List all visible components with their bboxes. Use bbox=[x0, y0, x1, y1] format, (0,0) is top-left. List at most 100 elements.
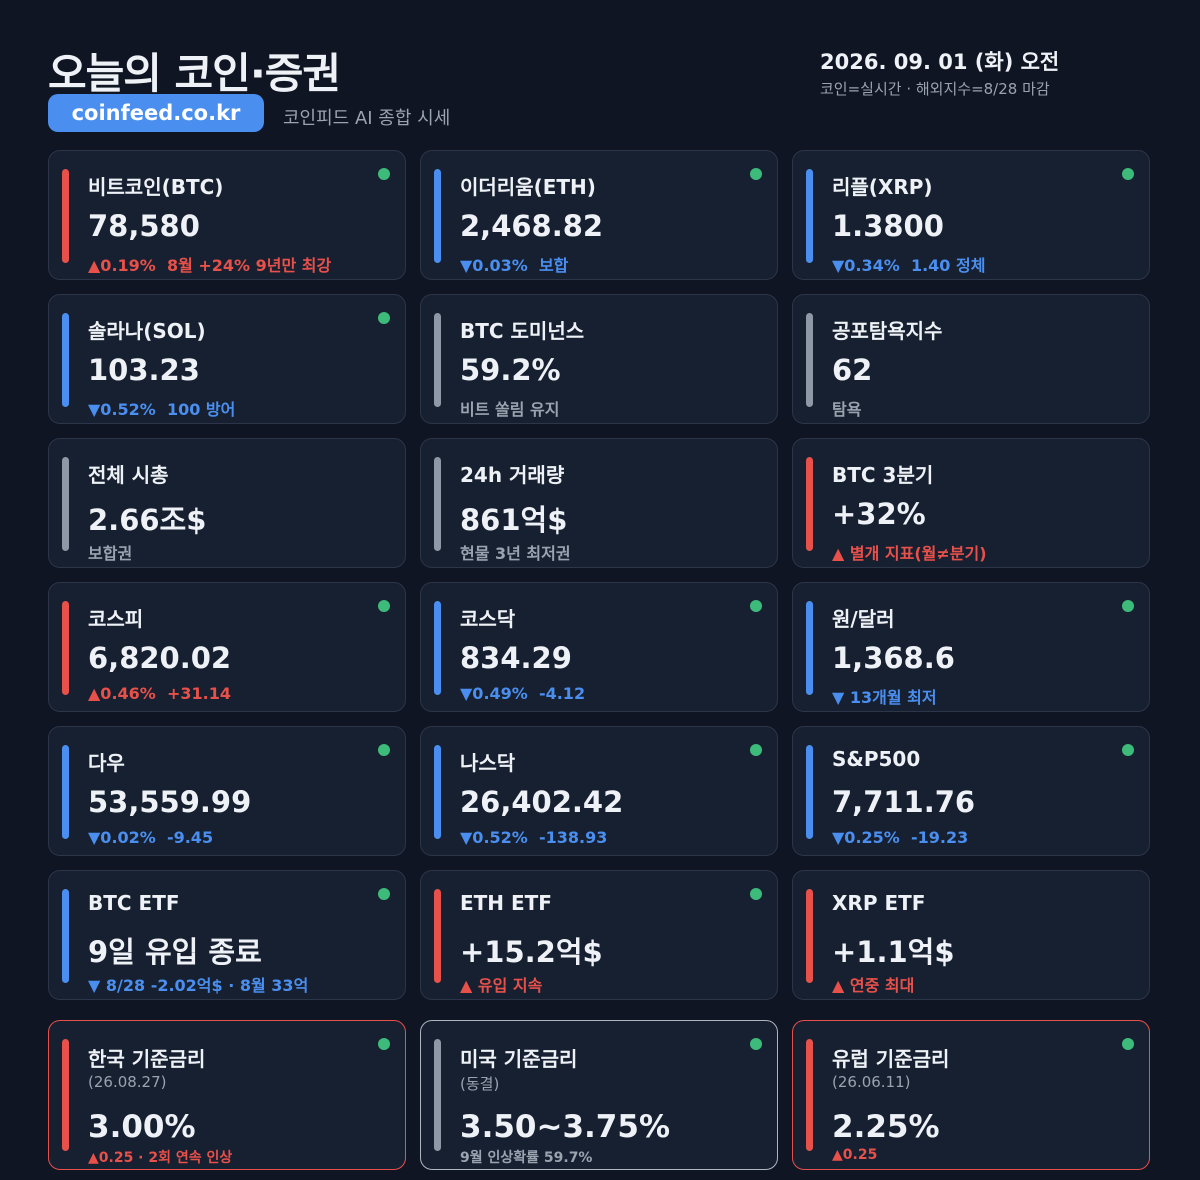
card-value: 2.66조$ bbox=[88, 503, 207, 537]
accent-bar bbox=[806, 169, 813, 263]
card-detail: 현물 3년 최저권 bbox=[460, 544, 571, 563]
live-dot bbox=[378, 312, 390, 324]
card-label: 솔라나(SOL) bbox=[88, 319, 206, 343]
market-card: 전체 시총 2.66조$ 보합권 bbox=[48, 438, 406, 568]
market-card: 미국 기준금리 (동결) 3.50~3.75% 9월 인상확률 59.7% bbox=[420, 1020, 778, 1170]
market-card: 솔라나(SOL) 103.23 ▼0.52% 100 방어 bbox=[48, 294, 406, 424]
card-detail: ▲0.25 · 2회 연속 인상 bbox=[88, 1150, 233, 1166]
card-label: 이더리움(ETH) bbox=[460, 175, 596, 199]
market-card: S&P500 7,711.76 ▼0.25% -19.23 bbox=[792, 726, 1150, 856]
card-detail: 보합권 bbox=[88, 544, 133, 563]
card-value: 62 bbox=[832, 353, 873, 387]
accent-bar bbox=[806, 457, 813, 551]
card-label: 코스닥 bbox=[460, 607, 516, 631]
card-label: 미국 기준금리 bbox=[460, 1047, 578, 1071]
card-label: 다우 bbox=[88, 751, 125, 775]
accent-bar bbox=[62, 169, 69, 263]
card-value: 6,820.02 bbox=[88, 641, 232, 675]
live-dot bbox=[750, 888, 762, 900]
market-card: 공포탐욕지수 62 탐욕 bbox=[792, 294, 1150, 424]
card-label: BTC 3분기 bbox=[832, 463, 934, 487]
accent-bar bbox=[434, 313, 441, 407]
accent-bar bbox=[434, 889, 441, 983]
live-dot bbox=[750, 1038, 762, 1050]
card-note: (동결) bbox=[460, 1075, 500, 1093]
card-value: 9일 유입 종료 bbox=[88, 935, 262, 969]
card-detail: ▼0.02% -9.45 bbox=[88, 828, 214, 847]
market-card: 나스닥 26,402.42 ▼0.52% -138.93 bbox=[420, 726, 778, 856]
card-value: +32% bbox=[832, 497, 926, 531]
market-card: 24h 거래량 861억$ 현물 3년 최저권 bbox=[420, 438, 778, 568]
market-card: 다우 53,559.99 ▼0.02% -9.45 bbox=[48, 726, 406, 856]
card-detail: ▼0.49% -4.12 bbox=[460, 684, 586, 703]
card-value: 3.50~3.75% bbox=[460, 1109, 671, 1145]
market-card: 이더리움(ETH) 2,468.82 ▼0.03% 보합 bbox=[420, 150, 778, 280]
card-detail: ▼0.52% 100 방어 bbox=[88, 400, 236, 419]
card-detail: ▲0.25 bbox=[832, 1147, 878, 1163]
accent-bar bbox=[806, 601, 813, 695]
market-card: ETH ETF +15.2억$ ▲ 유입 지속 bbox=[420, 870, 778, 1000]
accent-bar bbox=[806, 745, 813, 839]
card-value: +1.1억$ bbox=[832, 935, 955, 969]
live-dot bbox=[750, 744, 762, 756]
live-dot bbox=[1122, 600, 1134, 612]
market-card: BTC 3분기 +32% ▲ 별개 지표(월≠분기) bbox=[792, 438, 1150, 568]
title: 오늘의 코인·증권 bbox=[48, 49, 341, 98]
card-value: 2.25% bbox=[832, 1109, 940, 1145]
live-dot bbox=[1122, 168, 1134, 180]
accent-bar bbox=[806, 889, 813, 983]
card-value: 7,711.76 bbox=[832, 785, 976, 819]
card-value: 2,468.82 bbox=[460, 209, 604, 243]
card-label: 24h 거래량 bbox=[460, 463, 565, 487]
subtitle: 코인피드 AI 종합 시세 bbox=[283, 108, 451, 129]
site-badge[interactable]: coinfeed.co.kr bbox=[48, 94, 264, 132]
live-dot bbox=[378, 1038, 390, 1050]
card-detail: 비트 쏠림 유지 bbox=[460, 400, 560, 419]
card-value: 26,402.42 bbox=[460, 785, 624, 819]
card-label: BTC 도미넌스 bbox=[460, 319, 585, 343]
accent-bar bbox=[434, 745, 441, 839]
market-card: 한국 기준금리 (26.08.27) 3.00% ▲0.25 · 2회 연속 인상 bbox=[48, 1020, 406, 1170]
accent-bar bbox=[62, 1039, 69, 1151]
live-dot bbox=[378, 168, 390, 180]
card-value: 103.23 bbox=[88, 353, 200, 387]
market-card: 코스닥 834.29 ▼0.49% -4.12 bbox=[420, 582, 778, 712]
live-dot bbox=[378, 600, 390, 612]
accent-bar bbox=[434, 1039, 441, 1151]
card-label: 코스피 bbox=[88, 607, 144, 631]
card-label: S&P500 bbox=[832, 747, 921, 771]
live-dot bbox=[378, 888, 390, 900]
card-detail: 9월 인상확률 59.7% bbox=[460, 1150, 593, 1166]
market-card: 유럽 기준금리 (26.06.11) 2.25% ▲0.25 bbox=[792, 1020, 1150, 1170]
accent-bar bbox=[62, 745, 69, 839]
accent-bar bbox=[62, 601, 69, 695]
card-detail: ▲ 유입 지속 bbox=[460, 976, 543, 995]
card-detail: ▼0.25% -19.23 bbox=[832, 828, 969, 847]
card-detail: 탐욕 bbox=[832, 400, 862, 419]
market-card: 리플(XRP) 1.3800 ▼0.34% 1.40 정체 bbox=[792, 150, 1150, 280]
market-card: 비트코인(BTC) 78,580 ▲0.19% 8월 +24% 9년만 최강 bbox=[48, 150, 406, 280]
card-value: 1,368.6 bbox=[832, 641, 955, 675]
card-detail: ▼0.52% -138.93 bbox=[460, 828, 608, 847]
card-value: 1.3800 bbox=[832, 209, 944, 243]
card-value: 834.29 bbox=[460, 641, 572, 675]
card-detail: ▲0.46% +31.14 bbox=[88, 684, 231, 703]
market-card: 원/달러 1,368.6 ▼ 13개월 최저 bbox=[792, 582, 1150, 712]
card-detail: ▼0.34% 1.40 정체 bbox=[832, 256, 986, 275]
live-dot bbox=[1122, 744, 1134, 756]
live-dot bbox=[750, 168, 762, 180]
card-label: 전체 시총 bbox=[88, 463, 169, 487]
market-card: BTC ETF 9일 유입 종료 ▼ 8/28 -2.02억$ · 8월 33억 bbox=[48, 870, 406, 1000]
card-label: 공포탐욕지수 bbox=[832, 319, 943, 343]
card-label: 비트코인(BTC) bbox=[88, 175, 224, 199]
card-label: 리플(XRP) bbox=[832, 175, 933, 199]
card-value: +15.2억$ bbox=[460, 935, 603, 969]
card-detail: ▼0.03% 보합 bbox=[460, 256, 569, 275]
card-label: 한국 기준금리 bbox=[88, 1047, 206, 1071]
card-note: (26.08.27) bbox=[88, 1073, 167, 1091]
card-note: (26.06.11) bbox=[832, 1073, 911, 1091]
accent-bar bbox=[806, 313, 813, 407]
card-value: 861억$ bbox=[460, 503, 568, 537]
card-label: 나스닥 bbox=[460, 751, 516, 775]
live-dot bbox=[750, 600, 762, 612]
